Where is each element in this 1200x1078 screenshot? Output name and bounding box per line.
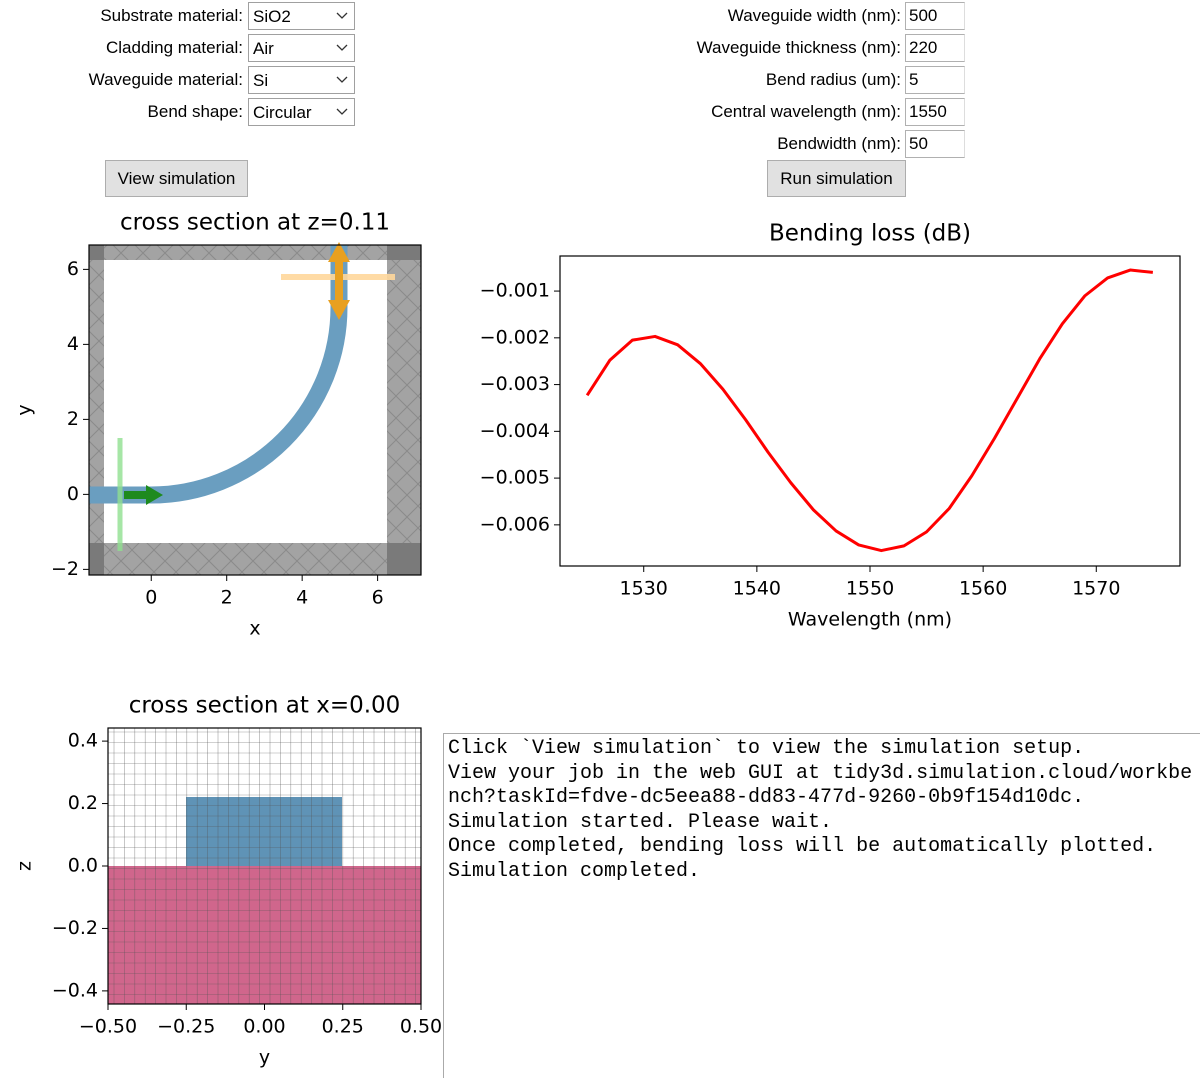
x-tick-label: 6: [372, 587, 384, 609]
waveguide-core: [186, 797, 342, 866]
y-tick-label: −0.001: [480, 280, 550, 302]
x-tick-label: 1560: [959, 578, 1007, 600]
x-tick-label: −0.50: [79, 1016, 137, 1038]
text-input[interactable]: 500: [905, 2, 965, 30]
field-label: Waveguide material:: [88, 70, 243, 89]
x-tick-label: 4: [296, 587, 308, 609]
log-line: Click `View simulation` to view the simu…: [448, 737, 1085, 760]
x-tick-label: 1570: [1072, 578, 1120, 600]
x-tick-label: 0.00: [243, 1016, 285, 1038]
pml-corner: [387, 543, 421, 575]
x-tick-label: 1530: [620, 578, 668, 600]
dropdown-value: Air: [253, 39, 274, 58]
dropdown[interactable]: SiO2: [248, 2, 355, 30]
y-axis-label: z: [14, 861, 36, 871]
plot-title: cross section at z=0.11: [120, 210, 390, 236]
field-label: Bendwidth (nm):: [777, 134, 901, 153]
y-tick-label: −0.005: [480, 467, 550, 489]
dropdown[interactable]: Air: [248, 34, 355, 62]
axes-frame: [88, 244, 422, 576]
x-tick-label: 1550: [846, 578, 894, 600]
plot-title: cross section at x=0.00: [129, 693, 401, 719]
x-axis-label: x: [249, 618, 260, 640]
dropdown-value: Circular: [253, 103, 312, 122]
pml-corner: [89, 543, 104, 575]
x-tick-label: −0.25: [157, 1016, 215, 1038]
text-input[interactable]: 5: [905, 66, 965, 94]
text-input[interactable]: 220: [905, 34, 965, 62]
field-label: Central wavelength (nm):: [711, 102, 901, 121]
dropdown[interactable]: Si: [248, 66, 355, 94]
pml-corner: [89, 245, 104, 260]
field-label: Bend radius (um):: [765, 70, 901, 89]
y-tick-label: 0.0: [68, 855, 98, 877]
y-tick-label: 0: [67, 483, 79, 505]
y-tick-label: 0.2: [68, 792, 98, 814]
y-tick-label: 0.4: [68, 730, 98, 752]
dropdown[interactable]: Circular: [248, 98, 355, 126]
x-axis-label: y: [259, 1047, 270, 1069]
run-button[interactable]: Run simulation: [767, 160, 906, 197]
x-tick-label: 1540: [733, 578, 781, 600]
x-tick-label: 0.25: [322, 1016, 364, 1038]
dropdown-value: SiO2: [253, 7, 291, 26]
plot-title: Bending loss (dB): [769, 221, 971, 247]
y-tick-label: −0.002: [480, 326, 550, 348]
text-input[interactable]: 1550: [905, 98, 965, 126]
y-axis-label: y: [14, 404, 36, 415]
waveguide: [89, 245, 348, 504]
y-tick-label: −0.003: [480, 373, 550, 395]
chevron: [336, 108, 348, 115]
y-tick-label: 2: [67, 408, 79, 430]
pml-corner: [387, 245, 421, 260]
y-tick-label: −0.2: [52, 917, 98, 939]
field-label: Waveguide thickness (nm):: [696, 38, 901, 57]
x-tick-label: 0: [145, 587, 157, 609]
log-line: Simulation started. Please wait.: [448, 810, 833, 834]
chevron: [336, 44, 348, 51]
chevron: [336, 76, 348, 83]
loss-line: [585, 268, 1154, 553]
y-tick-label: −0.006: [480, 513, 550, 535]
x-tick-label: 2: [221, 587, 233, 609]
field-label: Waveguide width (nm):: [727, 6, 901, 25]
y-tick-label: 4: [67, 333, 79, 355]
y-tick-label: −0.004: [480, 420, 550, 442]
dropdown-value: Si: [253, 71, 269, 90]
y-tick-label: −2: [51, 558, 79, 580]
text-input[interactable]: 50: [905, 130, 965, 158]
field-label: Bend shape:: [147, 102, 243, 121]
monitor-arrow: [328, 242, 350, 320]
log-line: Once completed, bending loss will be aut…: [448, 835, 1157, 858]
chevron: [336, 12, 348, 19]
axes-frame: [559, 255, 1181, 567]
log-line: Simulation completed.: [448, 859, 701, 883]
xy-geometry: [89, 242, 421, 575]
x-axis-label: Wavelength (nm): [788, 609, 952, 631]
field-label: Cladding material:: [105, 38, 243, 57]
field-label: Substrate material:: [100, 6, 243, 25]
x-tick-label: 0.50: [400, 1016, 442, 1038]
y-tick-label: 6: [67, 258, 79, 280]
yz-geometry: [108, 728, 421, 1004]
view-button[interactable]: View simulation: [105, 160, 248, 197]
y-tick-label: −0.4: [52, 979, 98, 1001]
output-log: Click `View simulation` to view the simu…: [443, 733, 1200, 1078]
log-line: View your job in the web GUI at tidy3d.s…: [448, 761, 1193, 810]
substrate: [108, 866, 421, 1004]
source-arrow: [124, 485, 163, 505]
